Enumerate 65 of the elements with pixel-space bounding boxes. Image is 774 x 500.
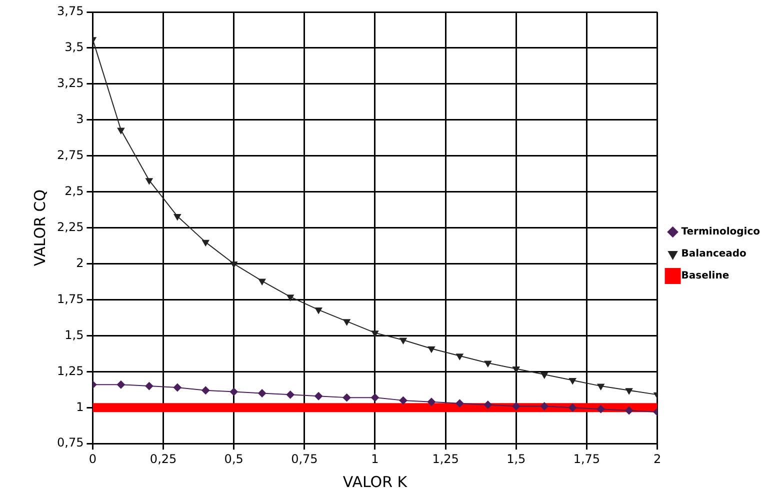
- y-tick-label: 2,25: [57, 220, 84, 234]
- point: [370, 394, 379, 402]
- point: [258, 278, 266, 286]
- legend-label: Baseline: [681, 270, 730, 282]
- point: [400, 338, 407, 344]
- point: [315, 308, 322, 314]
- point: [258, 389, 266, 398]
- y-tick-label: 1,5: [64, 328, 84, 342]
- point: [512, 366, 520, 373]
- point: [202, 386, 210, 394]
- point: [427, 398, 436, 406]
- point: [371, 330, 379, 337]
- y-tick-label: 2,75: [57, 148, 84, 162]
- point: [568, 404, 577, 412]
- x-tick-label: 1: [371, 452, 379, 466]
- x-tick-label: 0: [88, 452, 97, 466]
- y-tick-label: 1: [76, 400, 84, 414]
- x-tick-label: 0,75: [291, 452, 318, 466]
- x-tick-label: 0,5: [224, 452, 244, 466]
- y-tick-label: 3,25: [57, 76, 84, 90]
- point: [596, 405, 605, 414]
- point: [484, 360, 492, 368]
- point: [540, 372, 548, 379]
- y-tick-label: 2,5: [64, 184, 84, 198]
- y-tick-label: 3,75: [57, 4, 84, 18]
- point: [116, 380, 125, 389]
- point: [569, 378, 576, 384]
- point: [512, 402, 520, 410]
- point: [456, 399, 464, 408]
- y-tick-label: 2: [76, 256, 84, 270]
- point: [343, 319, 350, 326]
- y-tick-label: 1,75: [57, 292, 84, 306]
- point: [456, 354, 464, 360]
- y-tick-label: 3: [76, 112, 84, 126]
- point: [174, 214, 181, 220]
- point: [484, 400, 492, 409]
- point: [230, 262, 238, 268]
- point: [626, 388, 633, 394]
- point: [146, 178, 153, 184]
- point: [286, 390, 294, 399]
- point: [399, 396, 408, 404]
- x-axis-title: VALOR K: [342, 472, 408, 491]
- point: [597, 384, 604, 390]
- y-tick-label: 3,5: [64, 40, 84, 54]
- y-tick-label: 1,25: [57, 364, 84, 378]
- point: [314, 392, 323, 400]
- y-tick-label: 0,75: [57, 436, 84, 450]
- point: [428, 346, 435, 353]
- point: [173, 383, 182, 392]
- point: [286, 294, 294, 301]
- point: [202, 240, 210, 246]
- point: [540, 402, 548, 410]
- x-tick-label: 1,25: [432, 452, 459, 466]
- point: [625, 406, 634, 415]
- x-tick-label: 0,25: [150, 452, 177, 466]
- point: [342, 394, 351, 402]
- point: [117, 128, 124, 134]
- point: [145, 382, 154, 390]
- x-tick-label: 2: [653, 452, 662, 466]
- legend-label: Balanceado: [681, 248, 747, 260]
- x-tick-label: 1,5: [506, 452, 526, 466]
- x-tick-label: 1,75: [573, 452, 600, 466]
- y-axis-title: VALOR CQ: [30, 189, 49, 266]
- point: [230, 388, 238, 396]
- legend-label: Terminologico: [681, 226, 760, 238]
